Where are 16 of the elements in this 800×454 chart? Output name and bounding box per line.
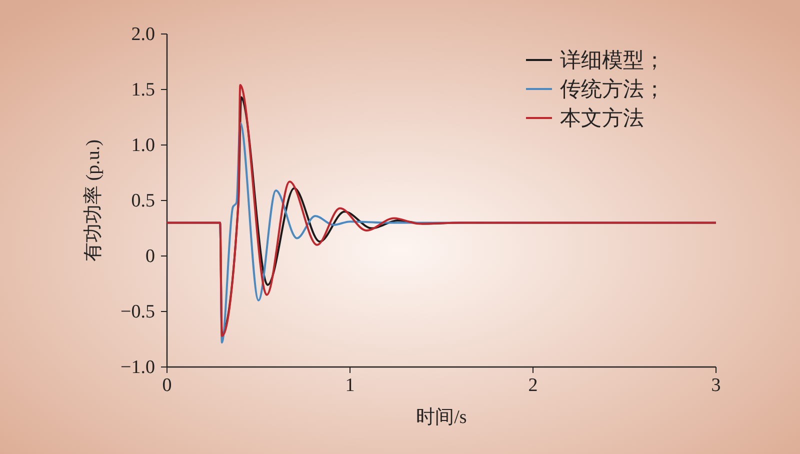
y-tick-label: 1.5 bbox=[131, 80, 155, 100]
y-tick-label: 0 bbox=[146, 246, 155, 267]
x-tick-label: 0 bbox=[162, 375, 172, 396]
y-tick-label: 1.0 bbox=[131, 135, 155, 156]
y-tick-label: 0.5 bbox=[131, 190, 155, 212]
y-tick-label: 2.0 bbox=[131, 24, 155, 45]
y-tick-label: −0.5 bbox=[120, 302, 155, 322]
y-tick-label: −1.0 bbox=[120, 357, 155, 378]
legend-label: 传统方法； bbox=[560, 77, 665, 101]
legend-label: 本文方法 bbox=[560, 106, 644, 130]
x-axis-title: 时间/s bbox=[416, 407, 467, 428]
legend-label: 详细模型； bbox=[560, 48, 665, 72]
x-tick-label: 3 bbox=[711, 375, 721, 396]
x-tick-label: 2 bbox=[528, 375, 538, 396]
y-axis-title: 有功功率 (p.u.) bbox=[82, 140, 104, 262]
x-tick-label: 1 bbox=[345, 375, 355, 396]
